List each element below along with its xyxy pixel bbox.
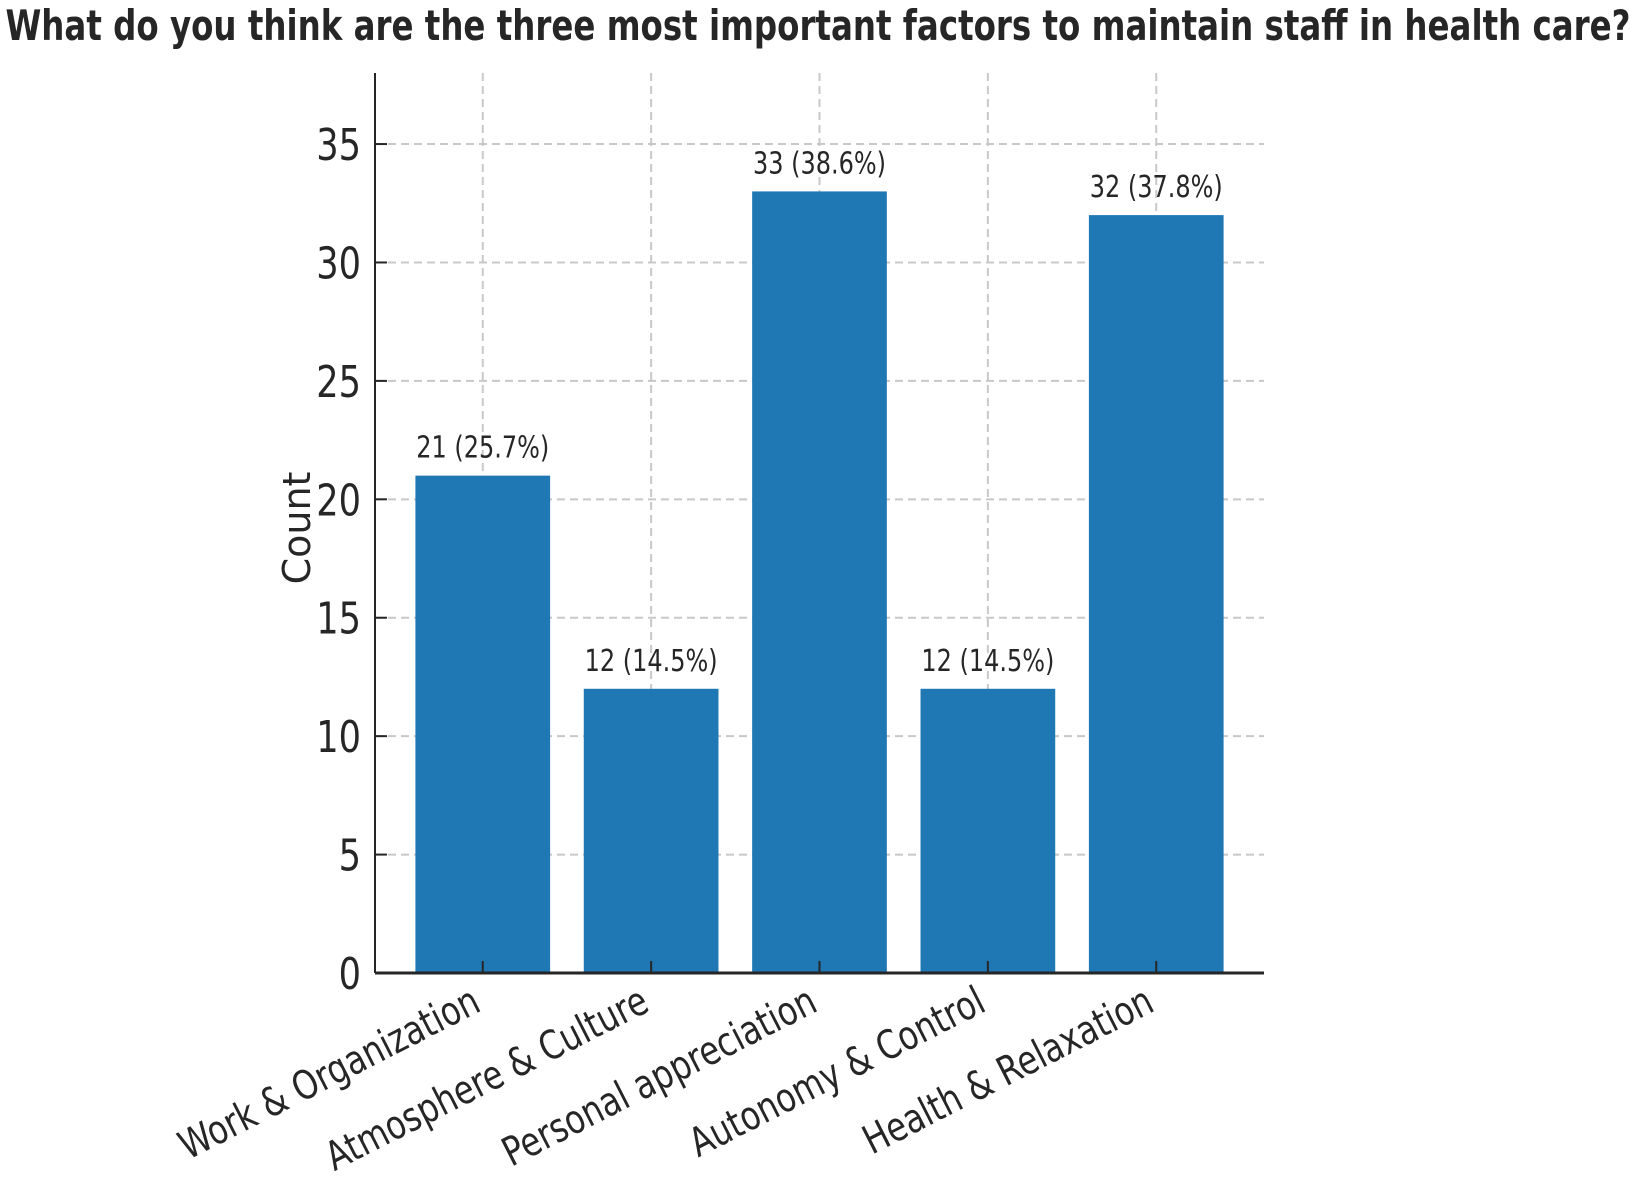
y-tick-label: 20 — [316, 476, 361, 527]
bar — [1088, 215, 1224, 973]
data-label: 12 (14.5%) — [921, 644, 1054, 678]
data-label: 12 (14.5%) — [585, 644, 718, 678]
y-tick-label: 5 — [339, 831, 361, 882]
bar — [583, 688, 719, 973]
y-tick-label: 0 — [339, 949, 361, 1000]
chart-title: What do you think are the three most imp… — [6, 1, 1631, 50]
bar — [920, 688, 1056, 973]
bar — [415, 475, 551, 973]
data-label: 21 (25.7%) — [416, 431, 549, 465]
x-tick-label: Health & Relaxation — [855, 977, 1161, 1164]
y-tick-label: 25 — [316, 357, 361, 408]
bar — [752, 191, 887, 974]
y-axis-label: Count — [275, 472, 319, 585]
data-label: 32 (37.8%) — [1090, 171, 1223, 205]
y-tick-label: 15 — [316, 594, 361, 645]
x-tick-label: Autonomy & Control — [681, 977, 992, 1167]
y-tick-label: 30 — [316, 239, 361, 290]
data-label: 33 (38.6%) — [753, 147, 886, 181]
y-tick-label: 10 — [316, 712, 361, 763]
y-tick-label: 35 — [316, 120, 361, 171]
bars: 21 (25.7%) 12 (14.5%) 33 (38.6%) 12 (14.5%)… — [415, 147, 1224, 974]
